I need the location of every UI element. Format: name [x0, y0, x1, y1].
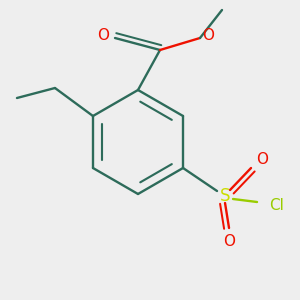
Text: O: O [97, 28, 109, 44]
Text: Cl: Cl [270, 199, 284, 214]
Text: O: O [202, 28, 214, 44]
Text: O: O [256, 152, 268, 167]
Text: S: S [220, 187, 230, 205]
Text: O: O [223, 235, 235, 250]
